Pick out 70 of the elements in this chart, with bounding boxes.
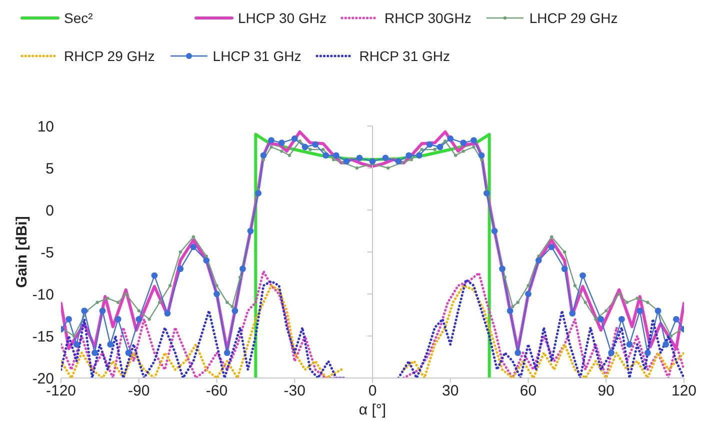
point [270, 145, 273, 149]
point [288, 154, 292, 157]
point [550, 235, 554, 238]
x-tick-label: 60 [520, 382, 537, 400]
point [148, 318, 151, 321]
point [594, 318, 598, 321]
x-tick-label: -90 [128, 382, 150, 400]
point [526, 284, 530, 288]
legend-label: RHCP 31 GHz [359, 48, 450, 64]
point [454, 154, 458, 157]
point [420, 148, 424, 152]
point [562, 250, 566, 254]
legend-label: LHCP 29 GHz [529, 10, 618, 26]
point [332, 158, 336, 162]
point [410, 158, 414, 162]
y-tick-label: -15 [32, 328, 54, 346]
x-tick-label: 30 [442, 382, 459, 400]
point [444, 140, 447, 143]
point [433, 148, 436, 152]
point [386, 166, 390, 170]
point [158, 300, 162, 304]
legend-label: LHCP 31 GHz [212, 48, 302, 64]
point [124, 292, 128, 296]
x-tick-label: -60 [206, 382, 228, 400]
point [116, 300, 120, 304]
point [669, 334, 673, 338]
point [280, 150, 284, 153]
point [636, 296, 639, 300]
point [322, 148, 325, 152]
point [462, 150, 465, 153]
point [604, 309, 608, 312]
point [355, 166, 359, 170]
legend-label: Sec² [64, 10, 93, 26]
y-tick-label: 5 [46, 160, 54, 178]
point [226, 300, 229, 304]
point [72, 334, 76, 338]
y-tick-label: 10 [37, 118, 54, 136]
point [308, 148, 312, 152]
point [584, 300, 587, 304]
point [503, 276, 506, 279]
legend-label: RHCP 29 GHz [64, 48, 155, 64]
point [230, 305, 234, 308]
point [168, 284, 172, 288]
x-axis-title: α [°] [358, 402, 386, 419]
y-tick-label: -5 [40, 244, 54, 262]
point [96, 300, 99, 304]
point [192, 235, 195, 238]
point [137, 309, 140, 312]
point [646, 300, 650, 304]
legend-label: RHCP 30GHz [384, 10, 472, 26]
point [625, 300, 628, 304]
point [573, 284, 577, 288]
point [106, 296, 110, 300]
point [238, 276, 242, 279]
y-tick-label: -10 [32, 286, 54, 304]
legend-label: LHCP 30 GHz [238, 10, 326, 26]
x-tick-label: 90 [598, 382, 614, 400]
point [516, 300, 520, 304]
point [298, 140, 302, 143]
point [178, 250, 182, 254]
point [511, 305, 514, 308]
y-tick-label: 0 [46, 202, 54, 220]
x-tick-label: 120 [671, 382, 697, 400]
point [215, 284, 218, 288]
x-tick-label: 0 [368, 382, 377, 400]
point [472, 145, 476, 149]
point [618, 292, 621, 296]
point [262, 158, 266, 162]
y-axis-title: Gain [dBi] [14, 216, 30, 288]
x-tick-label: -30 [284, 382, 306, 400]
